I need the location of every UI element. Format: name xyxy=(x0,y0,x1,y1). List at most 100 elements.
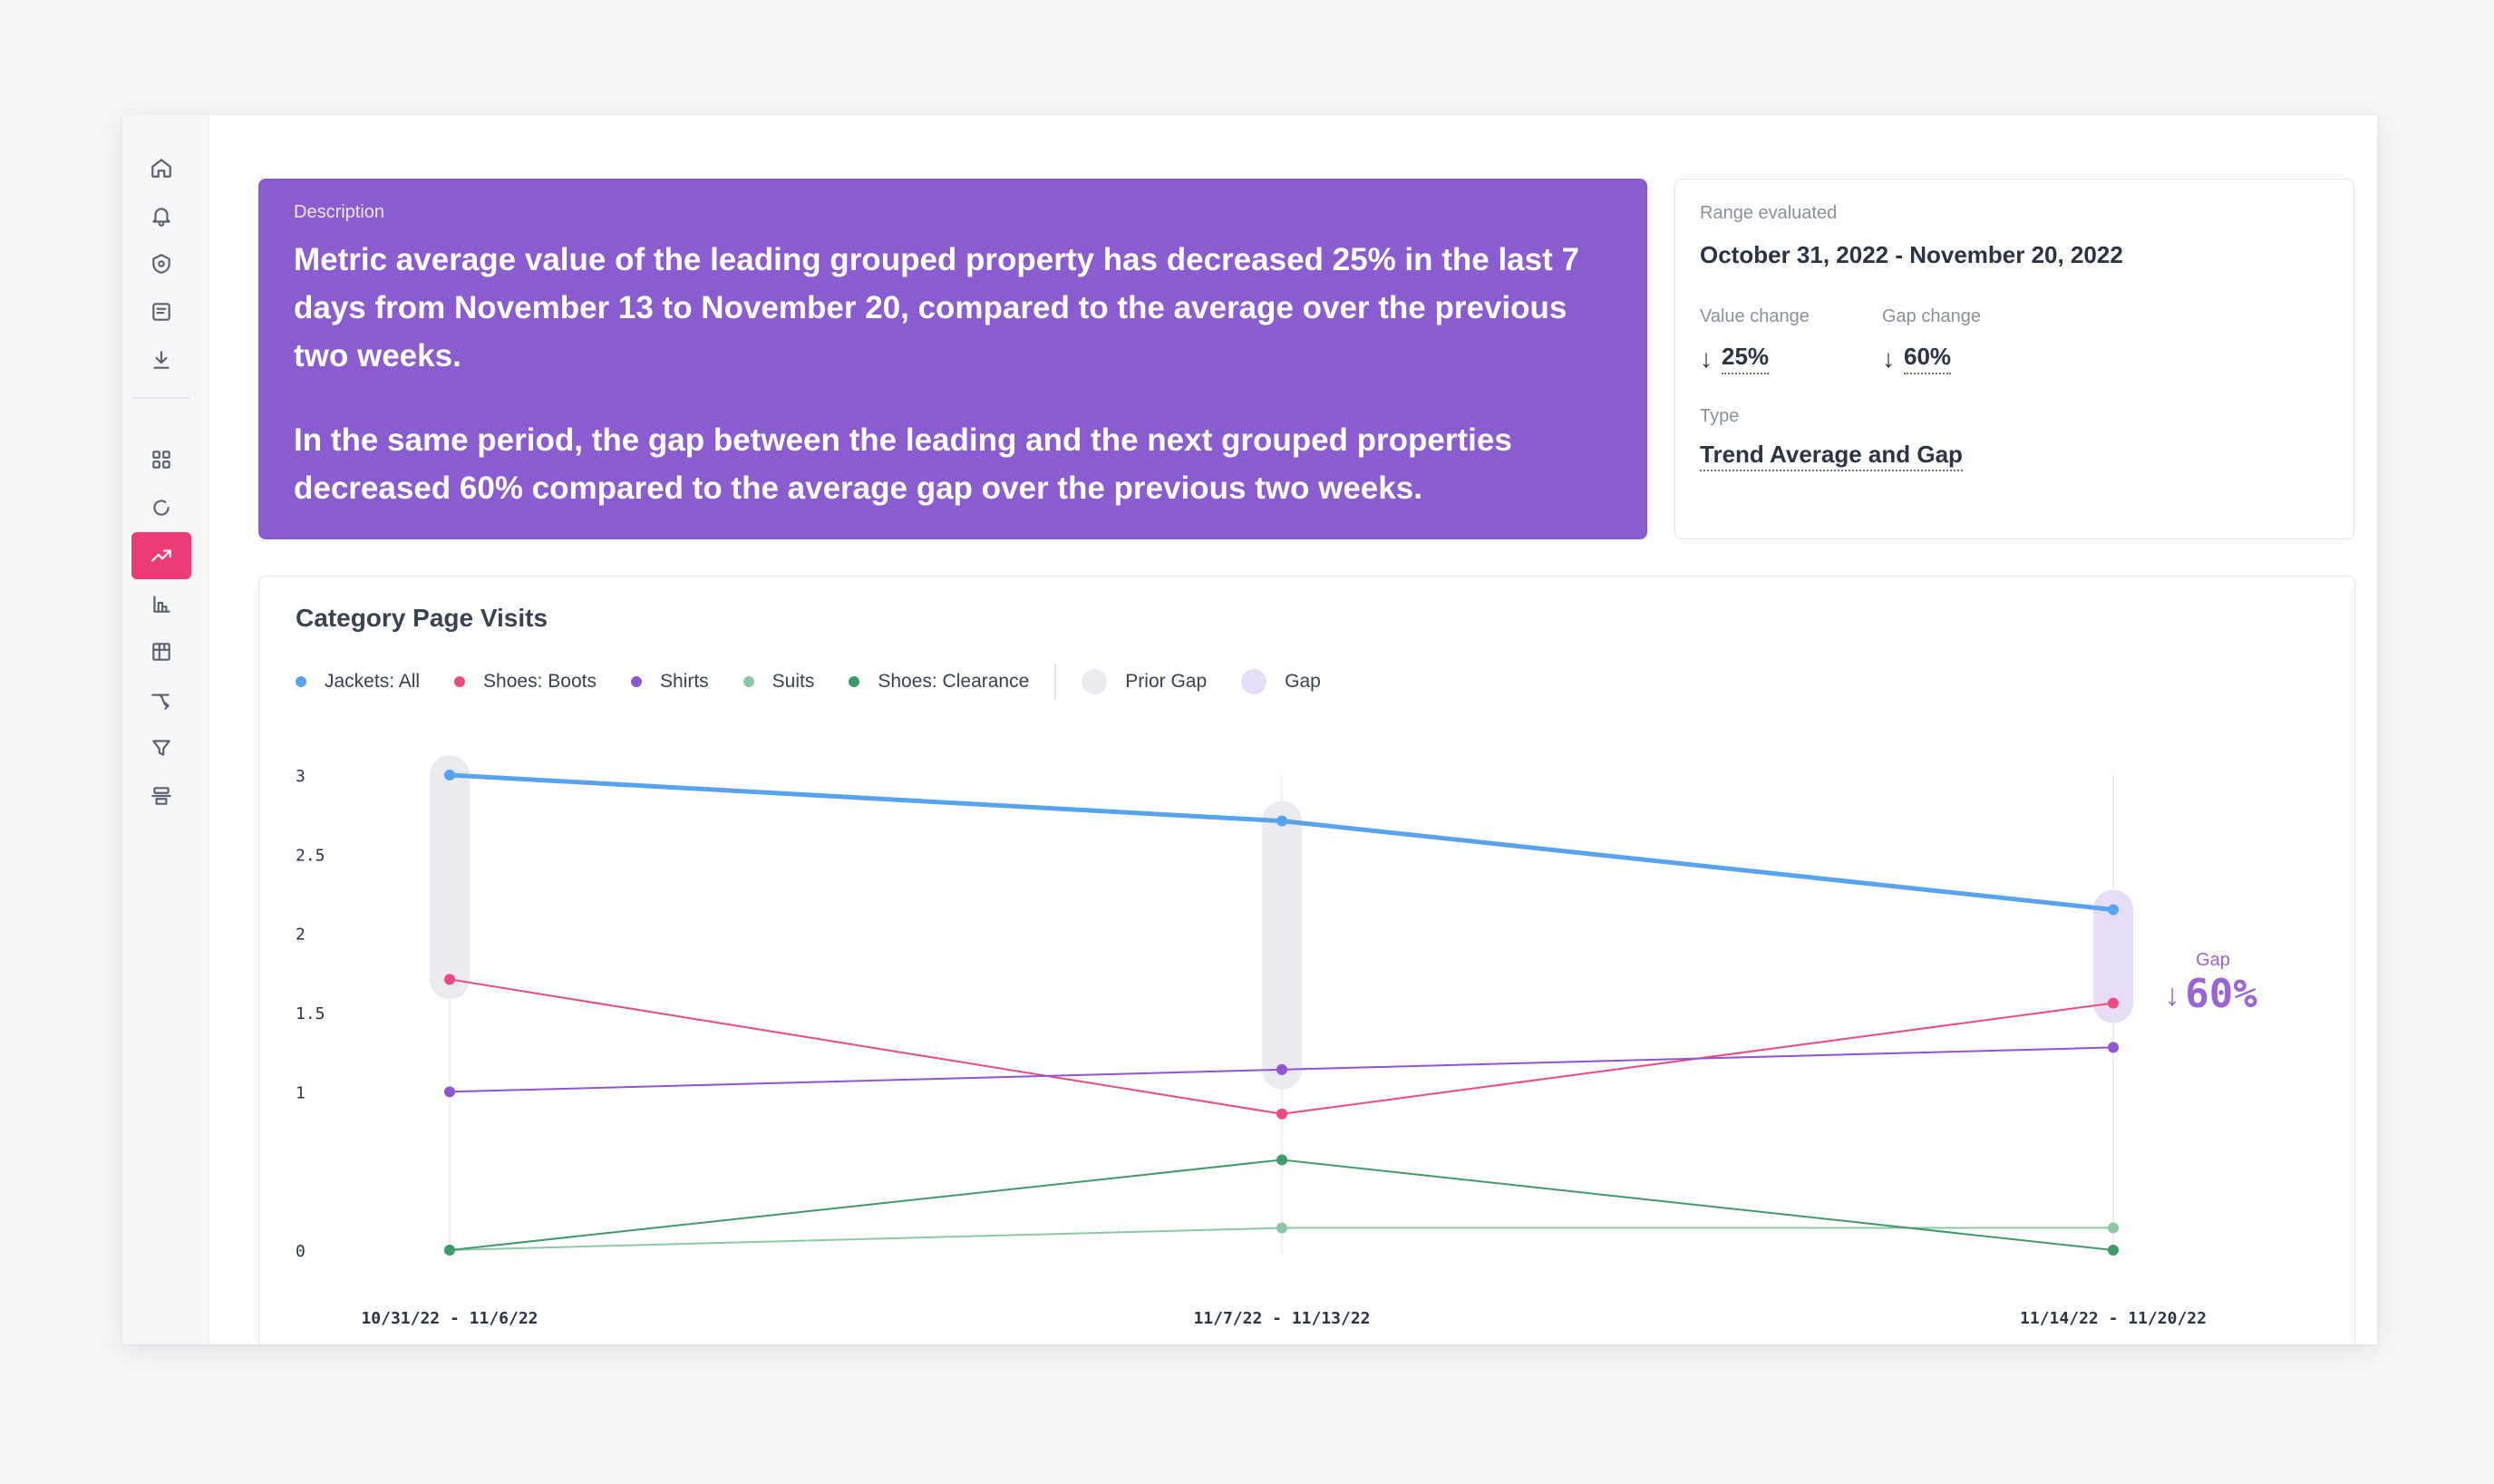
range-value: October 31, 2022 - November 20, 2022 xyxy=(1700,241,2123,268)
legend-dot xyxy=(296,676,306,687)
trend-up-icon xyxy=(151,549,171,562)
series-point-0 xyxy=(1276,815,1287,827)
y-tick-label: 1 xyxy=(296,1083,306,1102)
value-change[interactable]: ↓ 25% xyxy=(1700,343,1770,374)
home-icon xyxy=(151,159,171,178)
legend-item-1[interactable]: Shoes: Boots xyxy=(454,671,597,693)
chart-legend: Jackets: All Shoes: Boots Shirts Suits Shoes… xyxy=(296,664,1355,700)
flow-icon xyxy=(151,694,170,710)
gap-annotation-value: 60% xyxy=(2185,971,2257,1017)
y-tick-label: 3 xyxy=(296,767,306,786)
note-icon xyxy=(152,303,170,321)
series-point-0 xyxy=(2108,904,2119,916)
legend-label: Jackets: All xyxy=(325,671,421,692)
sidebar-item-loading[interactable] xyxy=(131,484,191,531)
legend-label: Shoes: Clearance xyxy=(878,671,1030,692)
legend-label: Shoes: Boots xyxy=(483,671,597,692)
legend-item-4[interactable]: Shoes: Clearance xyxy=(849,671,1029,693)
database-icon xyxy=(151,787,171,805)
sidebar-item-reports[interactable] xyxy=(131,580,191,627)
segment-grid-icon xyxy=(152,643,170,661)
legend-item-3[interactable]: Suits xyxy=(742,671,815,693)
sidebar-item-notes[interactable] xyxy=(131,288,191,335)
legend-label: Prior Gap xyxy=(1125,671,1208,692)
gap-change-value: 60% xyxy=(1904,343,1952,374)
legend-swatch xyxy=(1241,669,1267,694)
y-tick-label: 1.5 xyxy=(296,1004,325,1023)
legend-label: Suits xyxy=(771,671,815,692)
sidebar-item-data[interactable] xyxy=(131,772,191,820)
description-card: Description Metric average value of the … xyxy=(258,179,1647,539)
grid-icon xyxy=(152,451,170,469)
legend-divider xyxy=(1054,664,1057,700)
legend-dot xyxy=(742,676,754,687)
x-tick-label: 11/14/22 - 11/20/22 xyxy=(2020,1309,2207,1328)
legend-swatch xyxy=(1082,669,1108,694)
range-label: Range evaluated xyxy=(1700,203,1838,223)
sidebar xyxy=(122,115,209,1344)
sidebar-item-alerts[interactable] xyxy=(131,192,191,239)
info-card: Range evaluated October 31, 2022 - Novem… xyxy=(1674,179,2354,539)
series-point-1 xyxy=(444,974,455,985)
series-point-1 xyxy=(2108,997,2119,1009)
gap-band xyxy=(2093,889,2133,1023)
funnel-icon xyxy=(152,740,170,756)
chart-title: Category Page Visits xyxy=(296,604,548,632)
value-change-value: 25% xyxy=(1722,343,1770,374)
value-change-label: Value change xyxy=(1700,306,1810,326)
description-paragraph-2: In the same period, the gap between the … xyxy=(294,422,1512,506)
sidebar-item-security[interactable] xyxy=(131,240,191,287)
shield-icon xyxy=(152,254,170,274)
series-point-2 xyxy=(1276,1063,1287,1075)
sidebar-item-funnel[interactable] xyxy=(131,724,191,771)
bar-chart-icon xyxy=(153,596,170,613)
series-point-4 xyxy=(1276,1154,1287,1166)
sidebar-divider xyxy=(133,397,189,399)
arrow-down-icon: ↓ xyxy=(1882,344,1895,373)
type-value[interactable]: Trend Average and Gap xyxy=(1700,441,1963,471)
type-label: Type xyxy=(1700,406,1740,426)
description-paragraph-1: Metric average value of the leading grou… xyxy=(294,242,1579,373)
legend-item-gap-1[interactable]: Gap xyxy=(1241,669,1321,694)
prior-gap-band xyxy=(430,755,470,1000)
y-tick-label: 2.5 xyxy=(296,846,325,865)
type-value-text: Trend Average and Gap xyxy=(1700,441,1963,471)
series-point-4 xyxy=(2108,1245,2119,1256)
prior-gap-band xyxy=(1262,800,1302,1090)
gap-change-label: Gap change xyxy=(1882,306,1981,326)
legend-item-0[interactable]: Jackets: All xyxy=(296,671,420,693)
chart-card: Category Page Visits Jackets: All Shoes: … xyxy=(258,576,2355,1344)
series-point-2 xyxy=(444,1086,455,1098)
legend-item-gap-0[interactable]: Prior Gap xyxy=(1082,669,1207,694)
legend-dot xyxy=(454,676,466,687)
bell-icon xyxy=(152,208,170,227)
legend-dot xyxy=(630,676,642,687)
series-point-3 xyxy=(2108,1222,2119,1234)
gap-change[interactable]: ↓ 60% xyxy=(1882,343,1952,374)
y-tick-label: 0 xyxy=(296,1242,306,1261)
sidebar-item-trends[interactable] xyxy=(131,532,191,579)
circle-icon xyxy=(153,500,170,516)
download-icon xyxy=(153,351,170,369)
series-point-0 xyxy=(444,770,455,781)
description-label: Description xyxy=(294,202,385,222)
sidebar-item-home[interactable] xyxy=(131,144,191,191)
series-point-3 xyxy=(1276,1222,1287,1234)
legend-label: Gap xyxy=(1285,671,1321,692)
gap-annotation-label: Gap xyxy=(2196,950,2230,970)
legend-dot xyxy=(849,676,860,687)
sidebar-item-flows[interactable] xyxy=(131,676,191,723)
app-window: Description Metric average value of the … xyxy=(122,115,2377,1344)
series-point-1 xyxy=(1276,1108,1287,1120)
sidebar-item-segments[interactable] xyxy=(131,628,191,675)
line-chart: 0 1 1.5 2 2.5 3 10/31/22 - 11/6/22 11/7/22 - 11… xyxy=(296,755,2257,1328)
x-tick-label: 10/31/22 - 11/6/22 xyxy=(361,1309,538,1328)
x-tick-label: 11/7/22 - 11/13/22 xyxy=(1193,1309,1370,1328)
sidebar-item-dashboard[interactable] xyxy=(131,436,191,483)
sidebar-item-download[interactable] xyxy=(131,336,191,383)
legend-label: Shirts xyxy=(659,671,709,692)
series-point-2 xyxy=(2108,1042,2119,1053)
legend-item-2[interactable]: Shirts xyxy=(630,671,709,693)
y-tick-label: 2 xyxy=(296,926,306,945)
gap-annotation-arrow-icon: ↓ xyxy=(2165,978,2180,1013)
